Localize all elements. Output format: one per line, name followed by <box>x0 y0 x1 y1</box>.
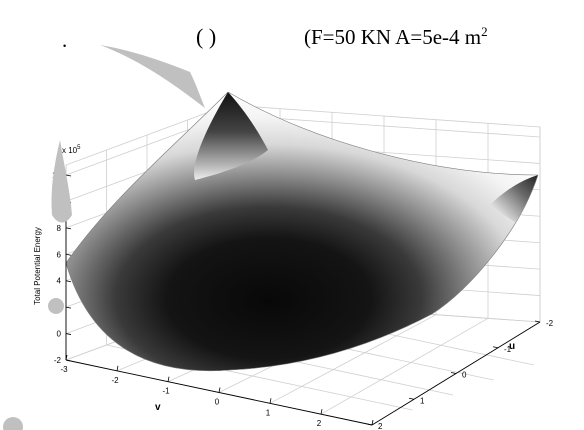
v-tick-label: 0 <box>215 398 220 407</box>
v-tick-mark <box>167 376 170 382</box>
v-tick-label: -2 <box>111 376 119 385</box>
v-axis-label: v <box>155 402 161 413</box>
v-tick-mark <box>320 409 323 415</box>
v-tick-mark <box>218 387 221 393</box>
v-tick-label: 1 <box>266 408 271 417</box>
z-tick-label: 4 <box>57 277 62 286</box>
v-tick-mark <box>371 419 374 426</box>
watermark-dot <box>48 298 64 314</box>
grid-line <box>269 314 437 404</box>
u-tick-label: 1 <box>420 396 425 405</box>
z-multiplier-exponent: 5 <box>77 145 81 151</box>
u-tick-label: -1 <box>504 345 512 354</box>
surface-rim <box>65 91 539 372</box>
v-tick-label: -1 <box>162 387 170 396</box>
u-tick-mark <box>366 423 373 426</box>
watermark-dot-small <box>3 417 23 430</box>
surface-body <box>66 92 538 371</box>
z-multiplier: x 105 <box>62 145 81 155</box>
z-tick-label: 8 <box>57 224 62 233</box>
surface-mesh <box>65 91 539 372</box>
caption-parentheses: ( ) <box>196 24 217 49</box>
surface-peak-right <box>490 175 538 222</box>
v-tick-mark <box>269 398 272 404</box>
v-tick-mark <box>116 365 119 371</box>
z-tick-label: -2 <box>54 356 62 365</box>
v-tick-label: 2 <box>317 419 322 428</box>
figure-caption: . ( ) (F=50 KN A=5e-4 m2 <box>0 22 584 58</box>
u-axis-label: u <box>509 341 515 352</box>
u-tick-mark <box>492 346 499 349</box>
z-tick-mark <box>65 253 72 256</box>
z-multiplier-base: x 10 <box>62 146 78 155</box>
surface-peak-back <box>194 92 268 180</box>
u-tick-label: -2 <box>546 319 554 328</box>
z-tick-mark <box>65 280 72 283</box>
v-axis-ticks: -3-2-10123 <box>60 354 374 428</box>
u-axis-ticks: -2 -1 0 1 2 <box>366 319 554 430</box>
caption-parameters: (F=50 KN A=5e-4 m2 <box>304 24 488 50</box>
v-tick-label: -3 <box>60 365 68 374</box>
z-tick-label: 6 <box>57 250 62 259</box>
caption-parameters-text: (F=50 KN A=5e-4 m <box>304 25 482 49</box>
v-tick-mark <box>65 354 68 361</box>
u-tick-label: 2 <box>378 422 383 430</box>
caption-superscript: 2 <box>481 24 488 39</box>
z-tick-mark <box>65 227 72 230</box>
u-tick-mark <box>534 320 541 323</box>
u-tick-mark <box>450 372 457 374</box>
u-tick-mark <box>408 397 415 400</box>
z-tick-mark <box>65 306 72 309</box>
u-tick-label: 0 <box>462 371 467 380</box>
grid-line <box>320 317 489 415</box>
z-axis-label: Total Potential Energy <box>33 227 42 305</box>
watermark-stroke <box>51 140 72 223</box>
z-tick-mark <box>65 333 72 335</box>
watermark-arc <box>100 45 205 108</box>
z-tick-label: 0 <box>57 330 62 339</box>
caption-dot: . <box>62 28 68 52</box>
z-tick-mark <box>65 359 72 362</box>
z-tick-mark <box>65 174 72 177</box>
